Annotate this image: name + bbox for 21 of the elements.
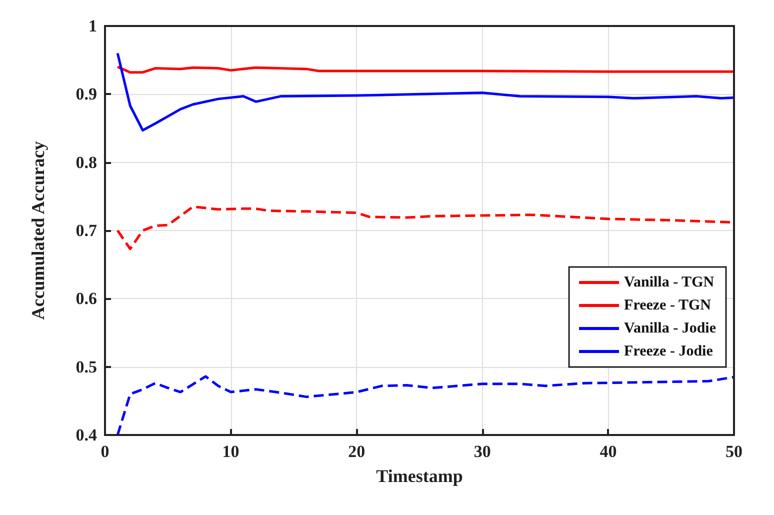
line-series: [116, 52, 736, 132]
line-series: [116, 375, 736, 436]
y-tick-label: 0.5: [76, 357, 97, 376]
y-tick-label: 0.8: [76, 152, 97, 172]
x-tick-label: 40: [600, 442, 617, 461]
x-tick-label: 50: [726, 442, 742, 461]
y-tick-label: 0.9: [76, 84, 97, 104]
x-tick-label: 0: [100, 442, 110, 461]
x-axis-title: Timestamp: [376, 466, 463, 486]
legend-label: Freeze - TGN: [624, 298, 712, 314]
legend-label: Vanilla - TGN: [624, 274, 714, 290]
legend-label: Vanilla - Jodie: [624, 320, 716, 336]
y-tick-label: 0.7: [76, 221, 98, 240]
y-tick-label: 1: [88, 16, 97, 36]
y-tick-label: 0.4: [76, 426, 98, 444]
y-axis-title: Accumulated Accuracy: [28, 141, 48, 320]
y-tick-label: 0.6: [76, 289, 97, 308]
x-tick-label: 30: [474, 442, 491, 461]
legend-label: Freeze - Jodie: [624, 344, 714, 360]
x-tick-label: 10: [222, 442, 240, 461]
x-tick-label: 20: [348, 442, 366, 461]
